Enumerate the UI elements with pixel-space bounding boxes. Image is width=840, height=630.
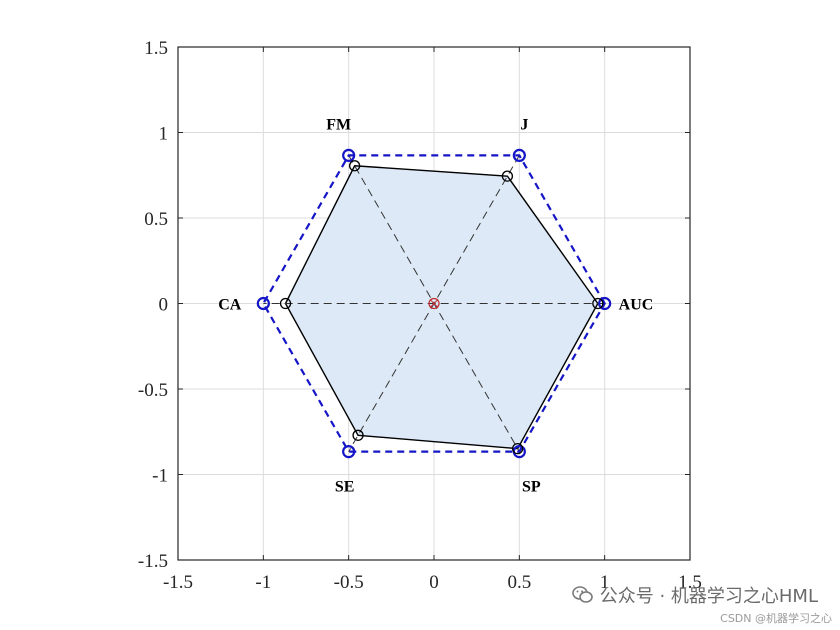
- vertex-labels: AUC J FM CA SE SP: [218, 116, 653, 495]
- series-marker-CA: [279, 297, 292, 310]
- x-tick-label: -0.5: [334, 572, 364, 593]
- reference-marker-SE: [342, 444, 356, 459]
- x-tick-label: -1.5: [163, 572, 193, 593]
- vertex-label-AUC: AUC: [619, 297, 654, 314]
- reference-marker-J: [512, 148, 526, 163]
- reference-marker-CA: [256, 296, 270, 311]
- watermark-csdn: CSDN @机器学习之心: [720, 612, 832, 625]
- y-tick-label: 0: [159, 295, 169, 316]
- x-tick-labels: -1.5 -1 -0.5 0 0.5 1 1.5: [163, 572, 702, 593]
- x-tick-label: 0.5: [507, 572, 531, 593]
- reference-marker-AUC: [598, 296, 612, 311]
- y-tick-label: -1.5: [138, 551, 168, 572]
- series-marker-SE: [352, 429, 364, 441]
- vertex-markers: [256, 148, 612, 459]
- x-tick-label: 0: [429, 572, 439, 593]
- vertex-label-J: J: [520, 116, 528, 133]
- reference-hexagon: [262, 154, 606, 453]
- y-tick-label: -0.5: [138, 380, 168, 401]
- y-tick-label: -1: [152, 466, 168, 487]
- reference-polygon: [262, 154, 606, 453]
- y-tick-labels: -1.5 -1 -0.5 0 0.5 1 1.5: [138, 38, 168, 572]
- watermark-main-text: 公众号 · 机器学习之心HML: [599, 586, 818, 607]
- center-marker: [428, 297, 440, 310]
- series-marker-SP: [511, 442, 524, 455]
- x-tick-label: 1: [600, 572, 610, 593]
- vertex-label-SE: SE: [335, 479, 355, 496]
- x-tick-label: -1: [255, 572, 271, 593]
- x-tick-label: 1.5: [678, 572, 702, 593]
- vertex-label-FM: FM: [326, 116, 351, 133]
- watermark-main: 公众号 · 机器学习之心HML: [571, 582, 818, 608]
- axes-box: [177, 46, 691, 561]
- vertex-label-SP: SP: [522, 479, 541, 496]
- series-marker-AUC: [592, 297, 604, 310]
- reference-marker-FM: [342, 148, 356, 163]
- y-tick-label: 1: [159, 124, 169, 145]
- y-tick-label: 1.5: [144, 38, 168, 59]
- y-tick-label: 0.5: [144, 209, 168, 230]
- vertex-label-CA: CA: [218, 297, 242, 314]
- center-marker-cross-b: [429, 299, 439, 308]
- wechat-icon: [571, 585, 594, 605]
- series-marker-FM: [348, 160, 361, 172]
- series-marker-J: [501, 170, 514, 182]
